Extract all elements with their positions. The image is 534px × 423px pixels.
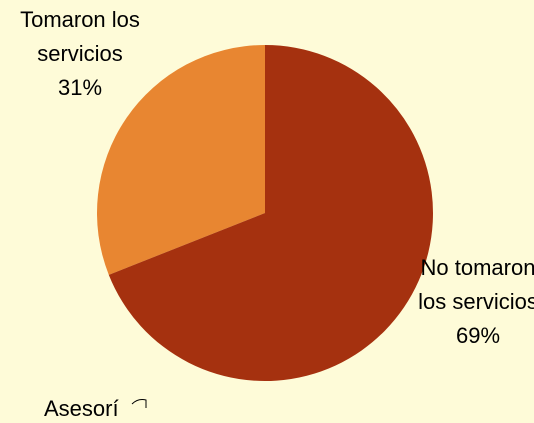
slice-label: Tomaron los servicios 31% [20,3,140,105]
value-label: 69% [455,323,501,348]
slice-label: No tomaron los servicios 69% [418,251,534,353]
leader-line [131,399,147,408]
annotation: Asesorí [44,396,119,421]
category-label: Tomaron los servicios [20,7,140,66]
pie-slice [97,45,266,275]
category-label: No tomaron los servicios [418,255,534,314]
pie-slice [108,45,434,382]
value-label: 31% [57,75,103,100]
